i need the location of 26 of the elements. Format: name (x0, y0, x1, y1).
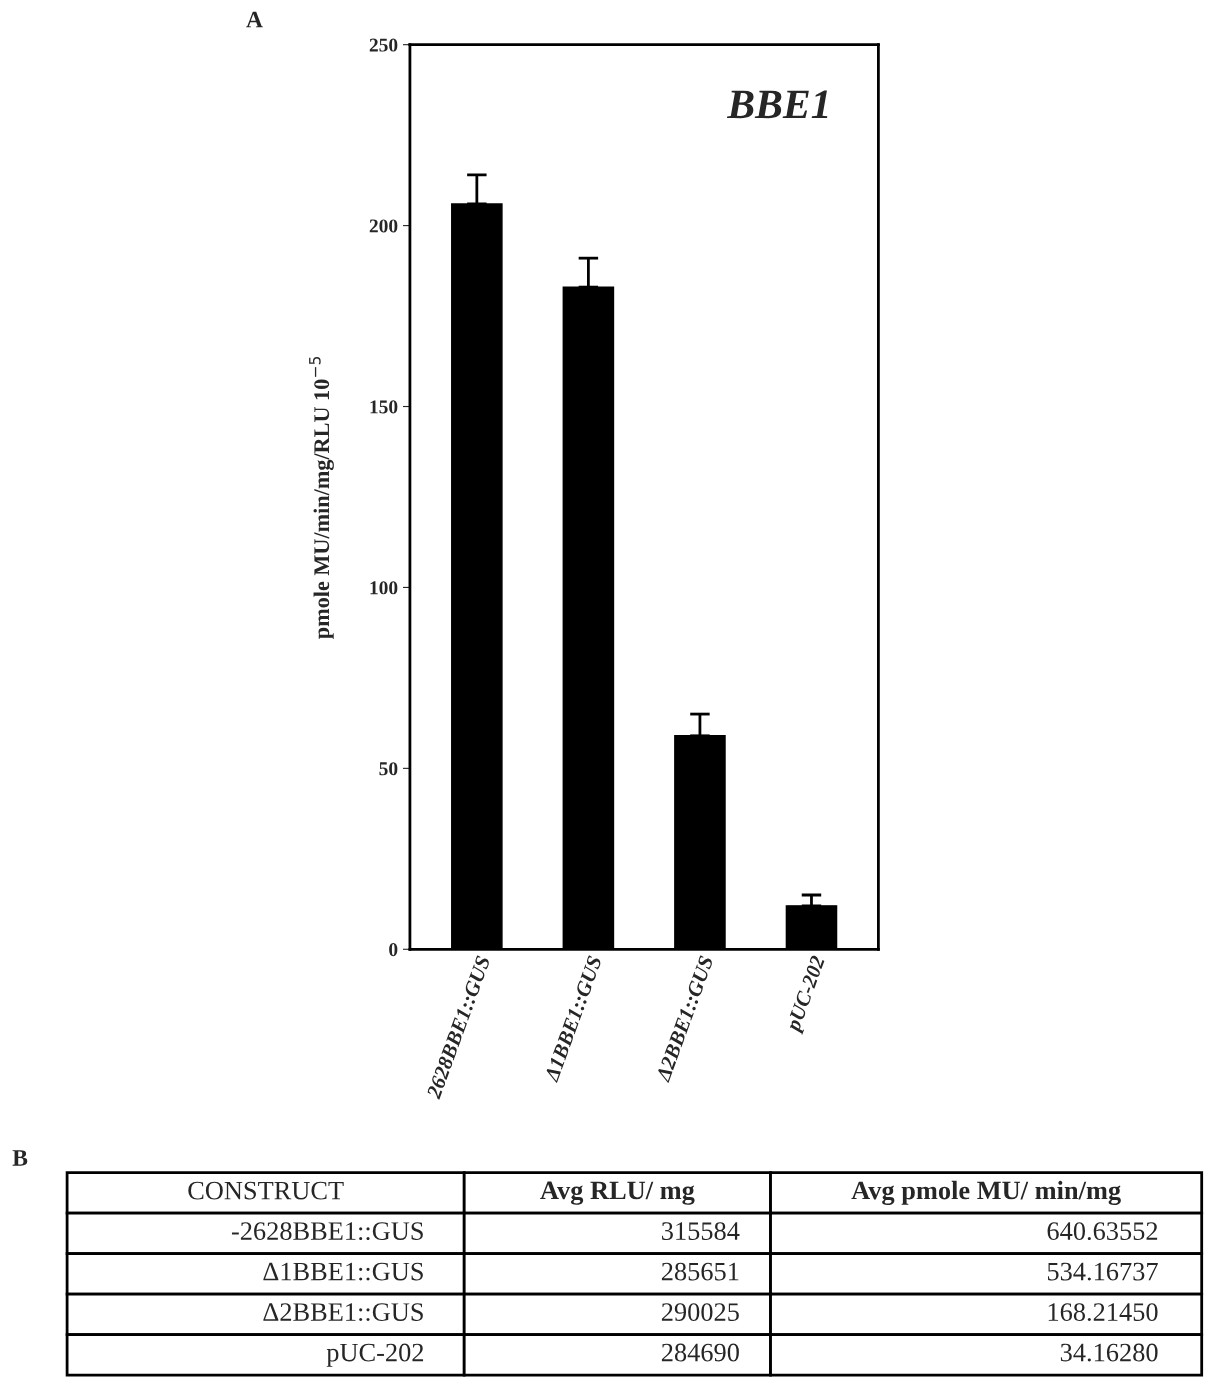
data-label: 290025 (661, 1303, 739, 1321)
y-tick-label: 200 (369, 219, 398, 233)
annotation: BBE1 (726, 90, 828, 119)
y-tick-label: 250 (369, 38, 398, 52)
y-tick-label: 100 (370, 581, 398, 595)
series-label: Avg RLU/ mg (540, 1181, 695, 1205)
category-label: Δ2BBE1::GUS (263, 1303, 423, 1322)
data-label: 315584 (662, 1222, 740, 1240)
category-label: Δ1BBE1::GUS (263, 1262, 423, 1281)
category-label: pUC-202 (326, 1343, 424, 1367)
series-label: Avg pmole MU/ min/mg (851, 1180, 1121, 1205)
y-tick-label: 150 (370, 400, 398, 414)
data-label: 284690 (661, 1343, 739, 1362)
data-label: 534.16737 (1047, 1262, 1158, 1281)
text: CONSTRUCT (188, 1181, 344, 1200)
data-label: 285651 (661, 1262, 739, 1281)
x-tick-label: pUC-202 (785, 954, 830, 1035)
chart-title: A (246, 11, 263, 28)
data-label: 168.21450 (1048, 1303, 1158, 1322)
data-label: 640.63552 (1047, 1222, 1158, 1241)
text: B (12, 1150, 28, 1166)
y-axis-title: pmole MU/min/mg/RLU 10$^{−5}$ (309, 356, 334, 639)
data-label: 34.16280 (1060, 1343, 1158, 1362)
y-tick-label: 50 (379, 762, 398, 776)
category-label: -2628BBE1::GUS (231, 1222, 423, 1241)
y-tick-label: 0 (389, 943, 398, 957)
